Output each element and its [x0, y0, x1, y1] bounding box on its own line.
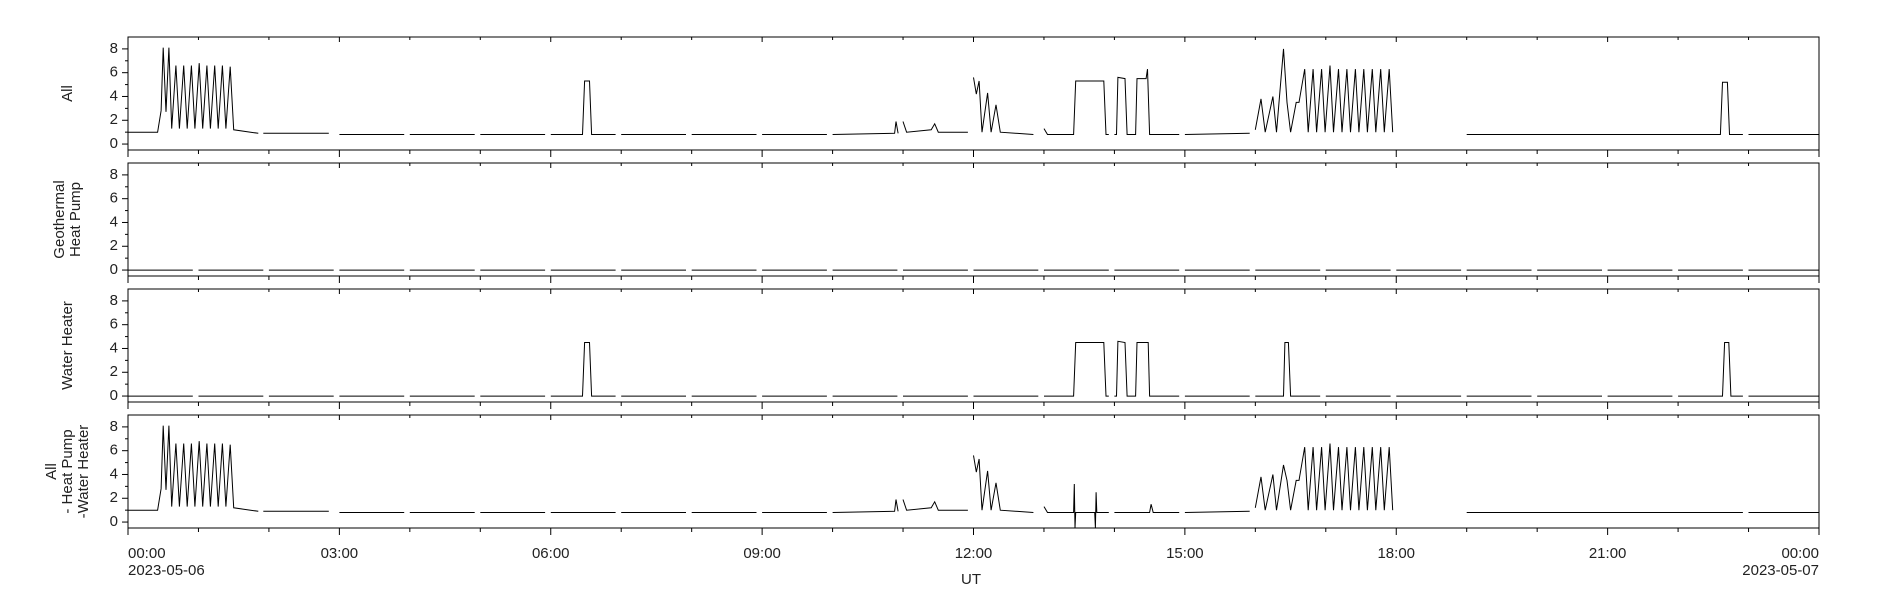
- x-axis-label: UT: [961, 571, 981, 588]
- y-tick-label: 4: [110, 339, 118, 356]
- y-axis-label: Heat Pump: [67, 182, 84, 257]
- panel-frame: [127, 36, 1820, 151]
- y-tick-label: 2: [110, 363, 118, 380]
- panel-frame: [127, 414, 1820, 529]
- y-tick-label: 2: [110, 237, 118, 254]
- x-tick-label: 21:00: [1589, 545, 1627, 562]
- y-tick-label: 2: [110, 111, 118, 128]
- y-tick-label: 0: [110, 261, 118, 278]
- y-tick-label: 4: [110, 87, 118, 104]
- y-tick-label: 0: [110, 513, 118, 530]
- y-tick-label: 0: [110, 387, 118, 404]
- y-tick-label: 4: [110, 213, 118, 230]
- panel-frame: [127, 288, 1820, 403]
- panel-frame: [127, 162, 1820, 277]
- x-tick-label: 09:00: [743, 545, 781, 562]
- y-tick-label: 8: [110, 292, 118, 309]
- y-tick-label: 6: [110, 316, 118, 333]
- y-tick-label: 2: [110, 489, 118, 506]
- y-tick-label: 6: [110, 442, 118, 459]
- end-date: 2023-05-07: [1742, 562, 1819, 579]
- y-tick-label: 8: [110, 418, 118, 435]
- y-axis-label: Geothermal: [51, 180, 68, 258]
- y-tick-label: 8: [110, 40, 118, 57]
- y-axis-label: All: [59, 85, 76, 102]
- data-line: [128, 425, 1819, 528]
- data-line: [128, 47, 1819, 135]
- y-tick-label: 8: [110, 166, 118, 183]
- data-line: [128, 340, 1819, 397]
- x-tick-label: 03:00: [321, 545, 359, 562]
- x-tick-label: 12:00: [955, 545, 993, 562]
- y-tick-label: 0: [110, 135, 118, 152]
- y-tick-label: 6: [110, 64, 118, 81]
- x-tick-label: 00:00: [1781, 545, 1819, 562]
- y-tick-label: 6: [110, 190, 118, 207]
- x-tick-label: 18:00: [1377, 545, 1415, 562]
- y-axis-label: -Water Heater: [75, 425, 92, 519]
- y-axis-label: Water Heater: [59, 301, 76, 390]
- start-date: 2023-05-06: [128, 562, 205, 579]
- y-axis-label: - Heat Pump: [59, 429, 76, 513]
- y-tick-label: 4: [110, 465, 118, 482]
- x-tick-label: 06:00: [532, 545, 570, 562]
- y-axis-label: All: [43, 463, 60, 480]
- x-tick-label: 00:00: [128, 545, 166, 562]
- x-tick-label: 15:00: [1166, 545, 1204, 562]
